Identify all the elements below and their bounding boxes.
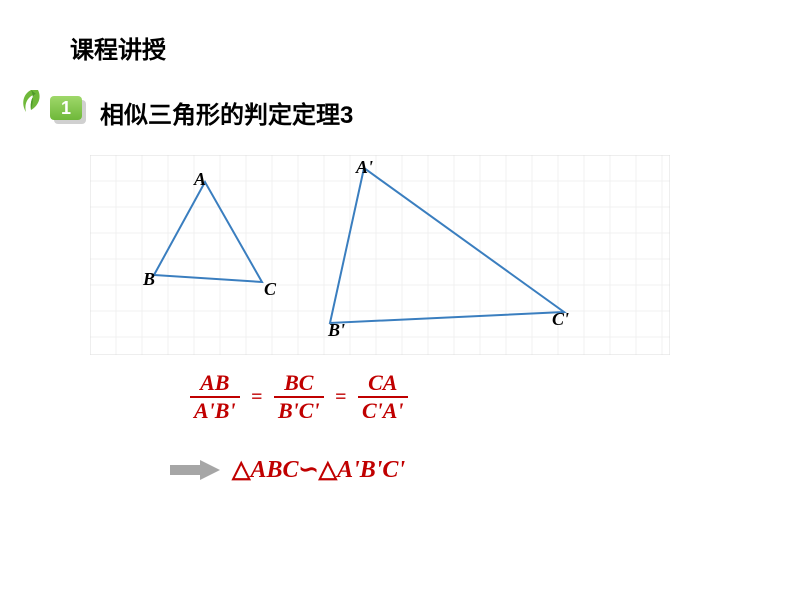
equals-1: = (251, 386, 262, 409)
similar-symbol: ∽ (299, 457, 319, 483)
vertex-label-B: B (143, 269, 155, 290)
fraction-1: AB A'B' (190, 370, 240, 425)
conclusion-row: △ABC∽△A'B'C' (170, 455, 405, 484)
frac1-den: A'B' (190, 398, 240, 424)
frac2-den: B'C' (274, 398, 324, 424)
triangle-symbol-1: △ (232, 457, 250, 483)
vertex-label-Bp: B' (328, 320, 345, 341)
section-title: 相似三角形的判定定理3 (100, 95, 353, 130)
frac1-num: AB (190, 370, 240, 398)
page-header: 课程讲授 (70, 30, 166, 65)
diagram-svg (90, 155, 670, 355)
vertex-label-Cp: C' (552, 309, 569, 330)
triangle-a1b1c1: A'B'C' (337, 457, 405, 483)
triangles-diagram: A B C A' B' C' (90, 155, 670, 355)
section-marker: 1 (18, 92, 78, 132)
section-number: 1 (50, 96, 82, 120)
frac3-den: C'A' (358, 398, 408, 424)
arrow-icon (170, 460, 220, 480)
triangle-abc: ABC (250, 457, 298, 483)
frac3-num: CA (358, 370, 408, 398)
fraction-2: BC B'C' (274, 370, 324, 425)
frac2-num: BC (274, 370, 324, 398)
similarity-conclusion: △ABC∽△A'B'C' (232, 455, 405, 484)
vertex-label-C: C (264, 279, 276, 300)
fraction-3: CA C'A' (358, 370, 408, 425)
triangle-symbol-2: △ (319, 457, 337, 483)
equals-2: = (335, 386, 346, 409)
vertex-label-A: A (194, 169, 206, 190)
vertex-label-Ap: A' (356, 157, 373, 178)
leaf-icon (18, 88, 44, 114)
proportion-equation: AB A'B' = BC B'C' = CA C'A' (188, 370, 410, 425)
